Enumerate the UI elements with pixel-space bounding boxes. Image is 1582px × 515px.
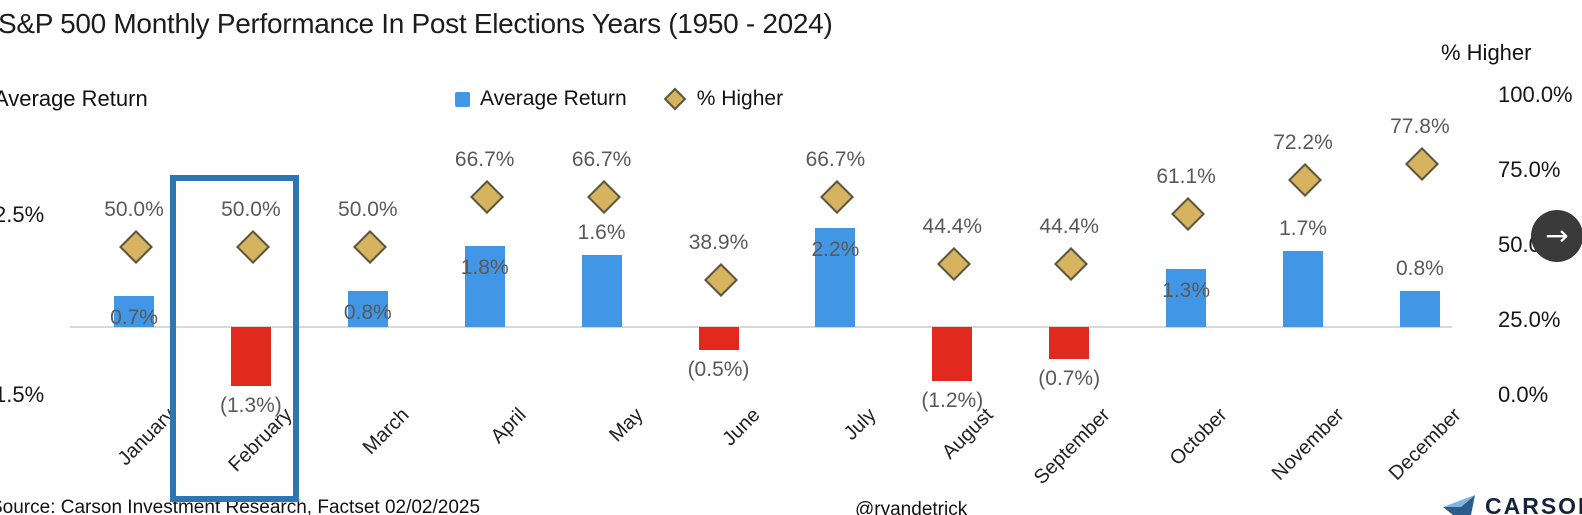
pct-higher-diamond-icon	[352, 230, 387, 264]
bar-value-label: 1.7%	[1279, 216, 1327, 240]
pct-higher-diamond-icon	[937, 246, 972, 281]
pct-higher-diamond-icon	[469, 179, 504, 214]
pct-higher-value-label: 72.2%	[1273, 131, 1333, 155]
bar-value-label: 2.2%	[811, 238, 860, 261]
left-axis-tick: 2.5%	[0, 202, 45, 227]
bar-value-label: 1.6%	[577, 221, 626, 244]
pct-higher-value-label: 61.1%	[1156, 164, 1216, 188]
pct-higher-value-label: 44.4%	[1039, 214, 1099, 238]
return-bar	[1283, 250, 1323, 327]
source-note: Source: Carson Investment Research, Fact…	[0, 497, 481, 515]
bar-value-label: (1.3%)	[219, 393, 282, 417]
return-bar	[1399, 291, 1440, 327]
return-bar	[815, 228, 856, 327]
return-bar	[581, 255, 622, 327]
chart-title: S&P 500 Monthly Performance In Post Elec…	[0, 8, 833, 39]
pct-higher-diamond-icon	[820, 179, 855, 214]
right-axis-tick: 0.0%	[1498, 382, 1549, 407]
bar-value-label: 1.3%	[1162, 278, 1211, 302]
legend-average-return-label: Average Return	[480, 87, 627, 110]
return-bar	[347, 291, 388, 327]
bar-value-label: (0.7%)	[1038, 366, 1101, 390]
month-label: November	[1267, 404, 1349, 485]
pct-higher-value-label: 66.7%	[571, 147, 632, 171]
pct-higher-diamond-icon	[703, 263, 738, 298]
pct-higher-value-label: 66.7%	[454, 147, 515, 171]
right-axis-tick: 75.0%	[1498, 157, 1561, 182]
pct-higher-diamond-icon	[1054, 246, 1089, 281]
carson-logo: CARSON	[1441, 493, 1582, 515]
pct-higher-diamond-icon	[119, 230, 153, 264]
legend: Average Return % Higher	[455, 84, 783, 114]
month-label: May	[604, 404, 648, 447]
pct-higher-value-label: 66.7%	[805, 147, 866, 171]
bar-value-label: 1.8%	[460, 256, 509, 279]
left-axis-title: Average Return	[0, 86, 148, 111]
month-label: October	[1165, 404, 1232, 470]
right-arrow-icon: →	[1545, 219, 1569, 252]
pct-higher-value-label: 44.4%	[922, 214, 983, 238]
bar-value-label: (0.5%)	[687, 357, 750, 381]
return-bar	[1166, 268, 1207, 327]
pct-higher-diamond-icon	[1288, 163, 1322, 198]
return-bar	[114, 295, 154, 327]
right-axis-tick: 100.0%	[1498, 82, 1573, 107]
pct-higher-diamond-icon	[586, 179, 621, 214]
february-highlight-box	[170, 175, 299, 502]
pct-higher-diamond-icon	[1171, 196, 1206, 231]
return-bar	[932, 327, 973, 381]
pct-higher-diamond-icon	[1404, 146, 1439, 181]
pct-higher-value-label: 50.0%	[104, 198, 164, 221]
bar-value-label: 0.8%	[343, 301, 392, 324]
zero-baseline	[70, 326, 1452, 328]
bar-value-label: 0.7%	[110, 305, 158, 329]
bar-value-label: (1.2%)	[921, 389, 984, 412]
legend-pct-higher-label: % Higher	[696, 87, 784, 110]
next-button[interactable]: →	[1531, 210, 1582, 262]
left-axis-tick: 1.5%	[0, 382, 45, 407]
bar-value-label: 0.8%	[1395, 257, 1444, 280]
right-axis-title: % Higher	[1441, 40, 1532, 65]
pct-higher-value-label: 50.0%	[221, 198, 281, 221]
pct-higher-value-label: 38.9%	[688, 231, 749, 255]
pct-higher-diamond-icon	[663, 87, 687, 111]
return-bar	[1049, 327, 1090, 359]
pct-higher-value-label: 50.0%	[338, 198, 398, 221]
return-bar	[698, 327, 739, 350]
return-bar	[464, 246, 505, 327]
carson-logo-icon	[1443, 495, 1475, 515]
month-label: September	[1030, 404, 1115, 489]
right-axis-tick: 25.0%	[1498, 307, 1561, 332]
month-label: June	[717, 404, 765, 451]
average-return-swatch-icon	[455, 91, 470, 107]
pct-higher-value-label: 77.8%	[1390, 114, 1450, 138]
carson-logo-text: CARSON	[1485, 493, 1582, 515]
twitter-handle: @ryandetrick	[855, 499, 968, 515]
return-bar	[230, 327, 271, 386]
